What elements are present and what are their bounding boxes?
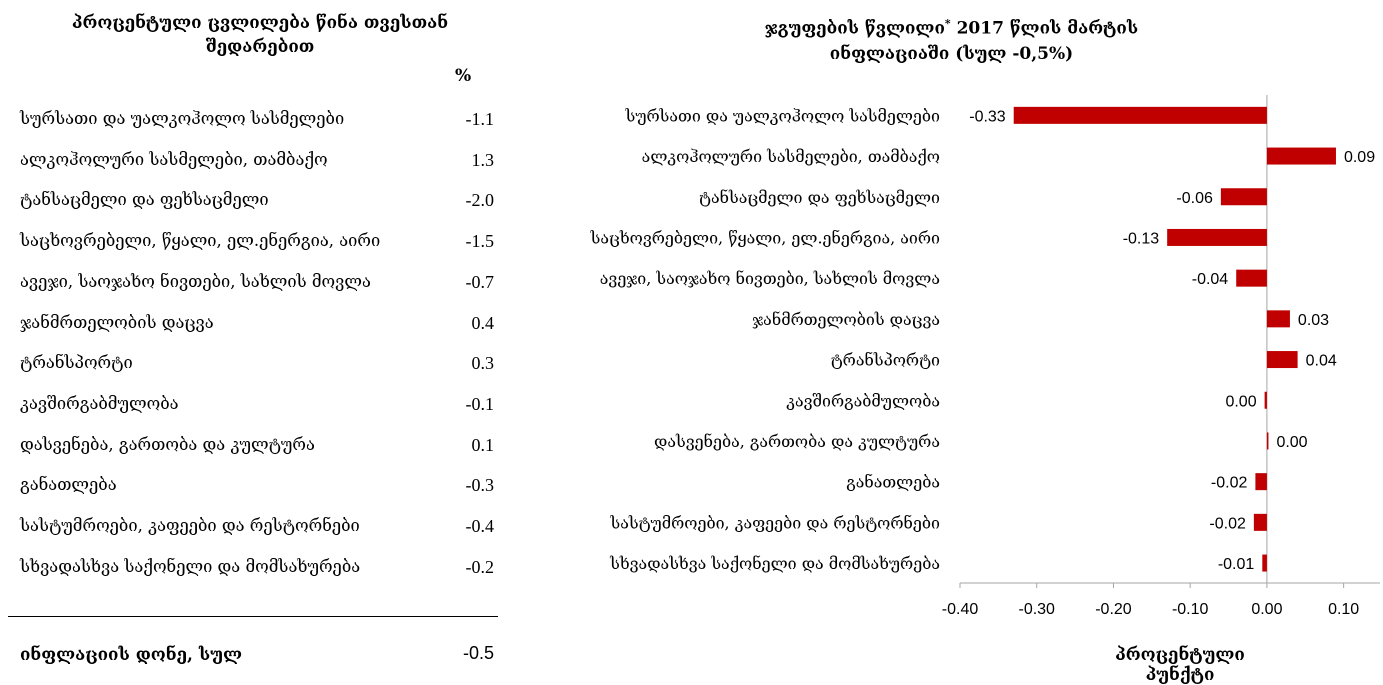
table-title-line-2: შედარებით (205, 37, 315, 57)
bar (1266, 432, 1269, 450)
chart-title-line-2: ინფლაციაში (სულ -0,5%) (829, 43, 1074, 64)
data-label: 0.00 (1225, 393, 1256, 410)
total-row: ინფლაციის დონე, სულ -0.5 (20, 641, 494, 669)
bar (1255, 473, 1267, 491)
row-value: -1.1 (465, 109, 495, 129)
bar (1220, 188, 1267, 206)
category-label: განათლება (846, 473, 940, 492)
table-row: დასვენება, გართობა და კულტურა 0.1 (20, 431, 494, 461)
row-label: ჯანმრთელობის დაცვა (20, 312, 214, 332)
table-row: ტრანსპორტი 0.3 (20, 349, 494, 379)
table-row: განათლება -0.3 (20, 471, 494, 501)
chart-panel: ჯგუფების წვლილი* 2017 წლის მარტის ინფლაც… (520, 0, 1383, 685)
data-label: 0.00 (1276, 434, 1307, 451)
row-label: ავეჯი, საოჯახო ნივთები, სახლის მოვლა (20, 271, 371, 291)
chart-title: ჯგუფების წვლილი* 2017 წლის მარტის ინფლაც… (520, 11, 1383, 67)
chart-title-line-1: ჯგუფების წვლილი* 2017 წლის მარტის (520, 11, 1383, 42)
data-label: 0.03 (1298, 312, 1329, 329)
x-tick-label: -0.40 (942, 601, 979, 618)
row-value: 1.3 (471, 149, 495, 170)
table-title-line-1: პროცენტული ცვლილება წინა თვესთან (71, 13, 449, 33)
table-row: სასტუმროები, კაფეები და რესტორნები -0.4 (20, 512, 494, 542)
data-label: 0.04 (1306, 353, 1337, 370)
bar (1013, 106, 1267, 124)
total-label: ინფლაციის დონე, სულ (20, 645, 243, 665)
row-value: -1.5 (465, 231, 495, 252)
chart-title-prefix: ჯგუფების წვლილი (764, 18, 945, 39)
unit-label: % (455, 66, 472, 86)
table-row: ალკოჰოლური სასმელები, თამბაქო 1.3 (20, 146, 494, 176)
bar (1236, 269, 1267, 287)
category-label: სურსათი და უალკოჰოლო სასმელები (625, 106, 940, 125)
row-label: განათლება (20, 475, 117, 495)
data-label: -0.06 (1176, 190, 1213, 207)
bar (1266, 147, 1336, 165)
table-row: ტანსაცმელი და ფეხსაცმელი -2.0 (20, 186, 494, 216)
bar (1167, 228, 1267, 246)
x-tick-label: -0.30 (1018, 601, 1055, 618)
row-value: -0.3 (465, 475, 495, 496)
category-label: საცხოვრებელი, წყალი, ელ.ენერგია, აირი (590, 228, 940, 247)
table-row: სურსათი და უალკოჰოლო სასმელები -1.1 (20, 105, 494, 135)
row-value: 0.1 (471, 434, 495, 455)
table-row: ჯანმრთელობის დაცვა 0.4 (20, 309, 494, 339)
row-label: სურსათი და უალკოჰოლო სასმელები (20, 109, 345, 128)
row-label: საცხოვრებელი, წყალი, ელ.ენერგია, აირი (20, 231, 381, 251)
data-label: -0.04 (1192, 271, 1229, 288)
row-value: -0.7 (465, 271, 495, 292)
data-label: -0.02 (1209, 515, 1246, 532)
row-value: -0.4 (465, 516, 495, 536)
chart-title-suffix: 2017 წლის მარტის (950, 18, 1139, 39)
table-row: სხვადასხვა საქონელი და მომსახურება -0.2 (20, 553, 494, 583)
x-tick-label: 0.10 (1328, 601, 1359, 618)
row-label: კავშირგაბმულობა (20, 393, 179, 413)
table-row: საცხოვრებელი, წყალი, ელ.ენერგია, აირი -1.… (20, 227, 494, 257)
x-tick-label: 0.00 (1251, 601, 1282, 618)
row-value: -0.1 (465, 393, 495, 414)
bar (1264, 391, 1267, 409)
x-tick-label: -0.10 (1172, 601, 1209, 618)
table-row: ავეჯი, საოჯახო ნივთები, სახლის მოვლა -0.7 (20, 268, 494, 298)
category-label: სასტუმროები, კაფეები და რესტორნები (610, 513, 941, 532)
x-axis-label: პროცენტული პუნქტი (1115, 645, 1245, 685)
total-value: -0.5 (462, 643, 494, 663)
category-label: ავეჯი, საოჯახო ნივთები, სახლის მოვლა (600, 269, 940, 288)
category-label: დასვენება, გართობა და კულტურა (654, 432, 940, 451)
category-label: კავშირგაბმულობა (786, 391, 940, 410)
row-label: სხვადასხვა საქონელი და მომსახურება (20, 556, 361, 576)
row-label: დასვენება, გართობა და კულტურა (20, 434, 315, 454)
table-title: პროცენტული ცვლილება წინა თვესთან შედარებ… (0, 11, 520, 59)
table-divider (8, 616, 498, 617)
data-label: -0.02 (1211, 475, 1248, 492)
row-value: -2.0 (465, 190, 495, 211)
bar-chart: -0.40 -0.30 -0.20 -0.10 0.00 0.10 სურსათი და უ… (590, 95, 1380, 618)
row-label: ალკოჰოლური სასმელები, თამბაქო (20, 149, 328, 169)
category-label: სხვადასხვა საქონელი და მომსახურება (609, 554, 940, 573)
row-label: ტანსაცმელი და ფეხსაცმელი (20, 190, 269, 210)
category-label: ჯანმრთელობის დაცვა (752, 310, 940, 329)
data-label: -0.13 (1123, 230, 1160, 247)
bar (1266, 351, 1298, 369)
table-row: კავშირგაბმულობა -0.1 (20, 390, 494, 420)
data-label: 0.09 (1344, 149, 1375, 166)
row-value: 0.4 (471, 312, 495, 333)
chart-title-footnote-mark: * (944, 17, 951, 30)
data-label: -0.33 (969, 108, 1006, 125)
category-label: ტანსაცმელი და ფეხსაცმელი (699, 188, 940, 207)
row-label: სასტუმროები, კაფეები და რესტორნები (20, 516, 360, 535)
category-label: ტრანსპორტი (831, 351, 940, 370)
bar (1253, 513, 1267, 531)
row-value: 0.3 (471, 353, 495, 374)
bar (1262, 554, 1267, 572)
bar (1266, 310, 1290, 328)
x-tick-label: -0.20 (1095, 601, 1132, 618)
row-value: -0.2 (465, 556, 495, 577)
left-panel: პროცენტული ცვლილება წინა თვესთან შედარებ… (0, 0, 520, 671)
data-label: -0.01 (1218, 556, 1255, 573)
row-label: ტრანსპორტი (20, 353, 133, 373)
category-label: ალკოჰოლური სასმელები, თამბაქო (642, 147, 940, 166)
